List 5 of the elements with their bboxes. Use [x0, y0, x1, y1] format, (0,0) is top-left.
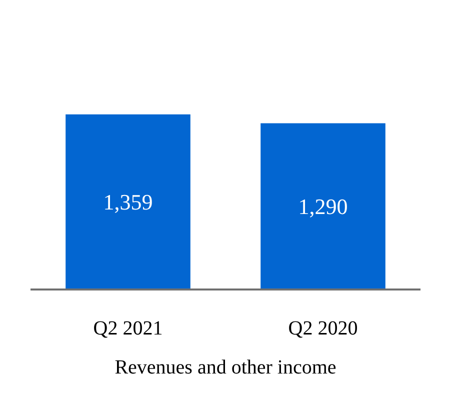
- data-label: 1,359: [103, 189, 153, 214]
- x-tick-label: Q2 2020: [288, 318, 358, 340]
- x-tick-label: Q2 2021: [93, 318, 163, 340]
- x-axis-title: Revenues and other income: [114, 356, 336, 378]
- data-label: 1,290: [298, 194, 348, 219]
